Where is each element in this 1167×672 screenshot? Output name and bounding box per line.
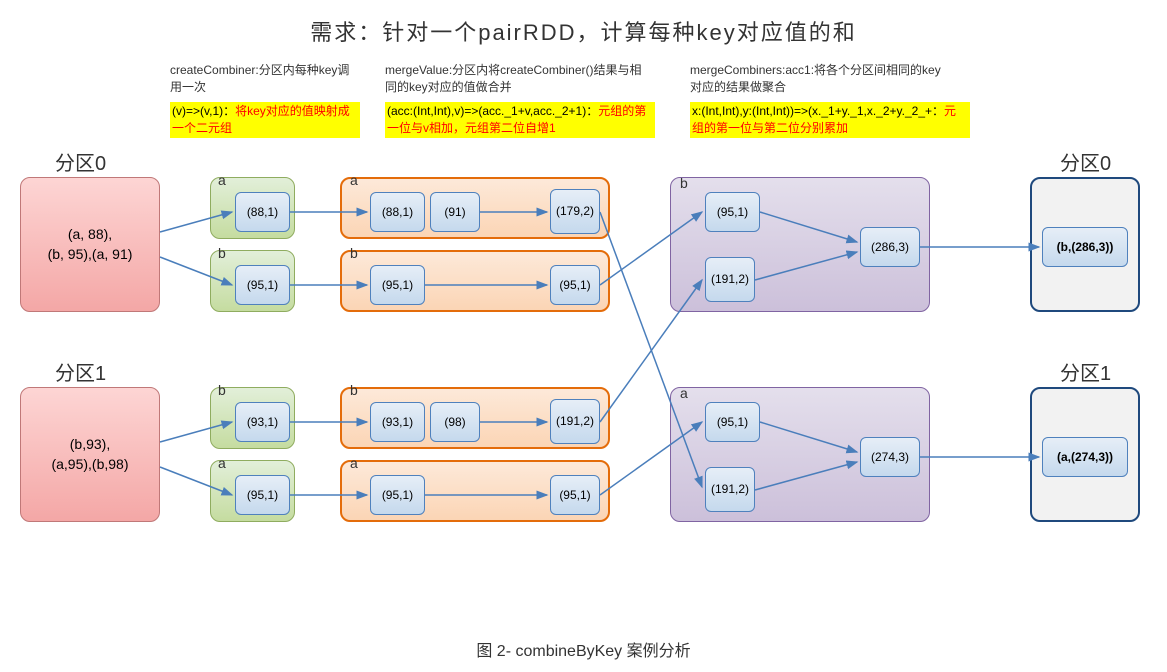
header-mergecombiners: mergeCombiners:acc1:将各个分区间相同的key对应的结果做聚合 <box>690 62 950 96</box>
okey-p0-a: a <box>350 172 358 188</box>
note-mergevalue: (acc:(Int,Int),v)=>(acc._1+v,acc._2+1)：元… <box>385 102 655 138</box>
note-cc-code: (v)=>(v,1)： <box>172 104 235 118</box>
ocell-p0-ares: (179,2) <box>550 189 600 234</box>
cell-p0-a: (88,1) <box>235 192 290 232</box>
pcell-ares: (274,3) <box>860 437 920 477</box>
label-p0-left: 分区0 <box>55 147 106 176</box>
cell-p1-b: (93,1) <box>235 402 290 442</box>
result-cell-1: (a,(274,3)) <box>1042 437 1128 477</box>
ocell-p0-a2: (91) <box>430 192 480 232</box>
cell-p0-b: (95,1) <box>235 265 290 305</box>
ocell-p1-a1: (95,1) <box>370 475 425 515</box>
note-mc-code: x:(Int,Int),y:(Int,Int))=>(x._1+y._1,x._… <box>692 104 944 118</box>
ocell-p1-ares: (95,1) <box>550 475 600 515</box>
pcell-a2: (191,2) <box>705 467 755 512</box>
key-p1-a: a <box>218 455 226 471</box>
header-createcombiner: createCombiner:分区内每种key调用一次 <box>170 62 360 96</box>
pkey-b: b <box>680 175 688 191</box>
note-mergecombiners: x:(Int,Int),y:(Int,Int))=>(x._1+y._1,x._… <box>690 102 970 138</box>
ocell-p1-b1: (93,1) <box>370 402 425 442</box>
header-mergevalue: mergeValue:分区内将createCombiner()结果与相同的key… <box>385 62 645 96</box>
note-mv-code: (acc:(Int,Int),v)=>(acc._1+v,acc._2+1)： <box>387 104 598 118</box>
diagram-title: 需求：针对一个pairRDD，计算每种key对应值的和 <box>10 15 1157 47</box>
source-p0: (a, 88), (b, 95),(a, 91) <box>20 177 160 312</box>
ocell-p0-a1: (88,1) <box>370 192 425 232</box>
key-p0-b: b <box>218 245 226 261</box>
okey-p1-b: b <box>350 382 358 398</box>
arrows-svg <box>10 62 1157 622</box>
ocell-p0-b1: (95,1) <box>370 265 425 305</box>
diagram-canvas: createCombiner:分区内每种key调用一次 mergeValue:分… <box>10 62 1157 622</box>
pcell-b2: (191,2) <box>705 257 755 302</box>
ocell-p1-b2: (98) <box>430 402 480 442</box>
ocell-p0-bres: (95,1) <box>550 265 600 305</box>
okey-p1-a: a <box>350 455 358 471</box>
label-p1-right: 分区1 <box>1060 357 1111 386</box>
result-cell-0: (b,(286,3)) <box>1042 227 1128 267</box>
okey-p0-b: b <box>350 245 358 261</box>
ocell-p1-bres: (191,2) <box>550 399 600 444</box>
diagram-caption: 图 2- combineByKey 案例分析 <box>10 637 1157 661</box>
key-p0-a: a <box>218 172 226 188</box>
pcell-bres: (286,3) <box>860 227 920 267</box>
cell-p1-a: (95,1) <box>235 475 290 515</box>
pcell-a1: (95,1) <box>705 402 760 442</box>
note-createcombiner: (v)=>(v,1)：将key对应的值映射成一个二元组 <box>170 102 360 138</box>
pcell-b1: (95,1) <box>705 192 760 232</box>
label-p0-right: 分区0 <box>1060 147 1111 176</box>
source-p1: (b,93), (a,95),(b,98) <box>20 387 160 522</box>
key-p1-b: b <box>218 382 226 398</box>
pkey-a: a <box>680 385 688 401</box>
label-p1-left: 分区1 <box>55 357 106 386</box>
